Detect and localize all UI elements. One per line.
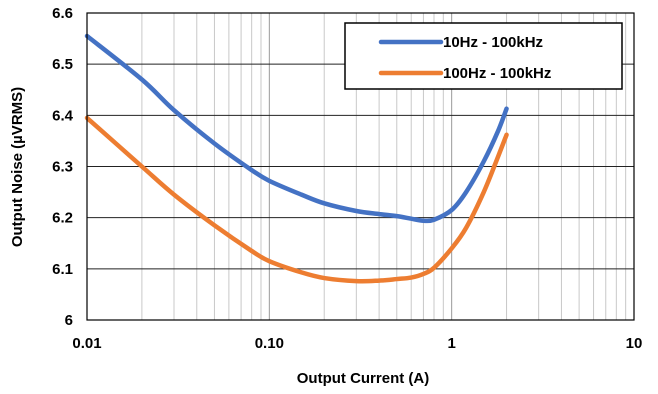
y-tick-label: 6.1 xyxy=(52,261,73,278)
x-tick-label: 0.10 xyxy=(255,335,284,352)
axis-layer: 6 6.1 6.2 6.3 6.4 6.5 6.6 0.01 0.10 1 10 xyxy=(52,5,642,352)
y-axis-title: Output Noise (µVRMS) xyxy=(9,87,26,247)
y-tick-label: 6.3 xyxy=(52,159,73,176)
x-tick-label: 0.01 xyxy=(72,335,101,352)
y-tick-label: 6.2 xyxy=(52,210,73,227)
series-line-0 xyxy=(84,33,509,224)
plot-frame xyxy=(86,12,635,321)
series-line-1 xyxy=(84,115,509,284)
legend-label-1: 100Hz - 100kHz xyxy=(443,65,551,82)
series-layer xyxy=(84,33,509,284)
legend: 10Hz - 100kHz 100Hz - 100kHz xyxy=(344,22,623,90)
x-axis-title: Output Current (A) xyxy=(297,370,429,387)
legend-box xyxy=(344,22,623,90)
y-tick-label: 6 xyxy=(65,312,73,329)
y-tick-label: 6.6 xyxy=(52,5,73,22)
y-tick-label: 6.5 xyxy=(52,56,73,73)
y-tick-label: 6.4 xyxy=(52,107,74,124)
x-tick-label: 10 xyxy=(626,335,643,352)
x-tick-label: 1 xyxy=(447,335,455,352)
legend-label-0: 10Hz - 100kHz xyxy=(443,34,543,51)
